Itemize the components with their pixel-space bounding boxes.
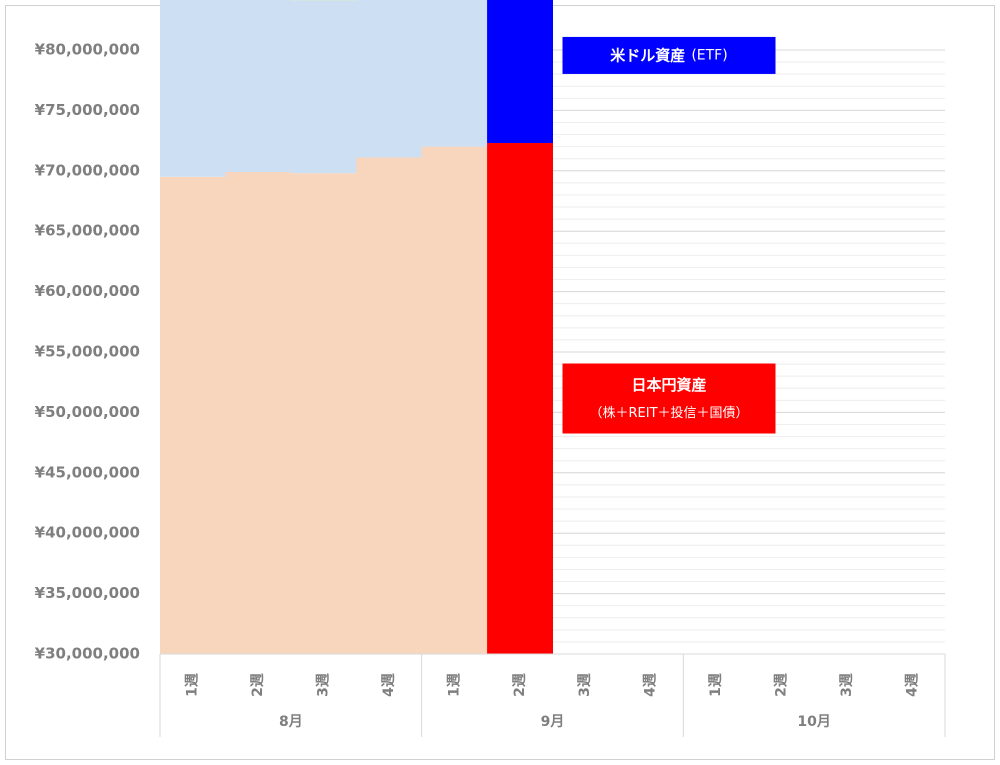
legend-box xyxy=(562,363,776,434)
y-tick-label: ¥65,000,000 xyxy=(35,222,140,240)
y-tick-label: ¥45,000,000 xyxy=(35,463,140,481)
x-tick-label: 4週 xyxy=(904,673,920,697)
legend-box xyxy=(562,36,776,74)
bar-segment xyxy=(290,173,357,654)
legend-detail: (ETF) xyxy=(691,47,727,63)
bar-segment xyxy=(160,0,226,177)
y-tick-label: ¥55,000,000 xyxy=(35,343,140,361)
y-tick-label: ¥40,000,000 xyxy=(35,524,140,542)
x-tick-label: 3週 xyxy=(839,673,855,697)
bar-segment xyxy=(421,146,488,654)
x-tick-label: 2週 xyxy=(773,673,789,697)
legend-label: 日本円資産 xyxy=(631,376,706,394)
x-tick-label: 4週 xyxy=(381,673,397,697)
x-tick-label: 1週 xyxy=(185,673,201,697)
bar-segment xyxy=(225,172,292,654)
x-tick-label: 3週 xyxy=(316,673,332,697)
legend-label: 米ドル資産 (ETF) xyxy=(610,46,727,64)
bar-segment xyxy=(356,157,423,654)
x-tick-label: 2週 xyxy=(512,673,528,697)
y-tick-label: ¥60,000,000 xyxy=(35,282,140,300)
y-tick-label: ¥35,000,000 xyxy=(35,584,140,602)
x-tick-label: 1週 xyxy=(708,673,724,697)
marks: 日本円資産（株＋REIT＋投信＋国債）米ドル資産(ETF)iDeCo現預金 xyxy=(160,0,776,655)
group-label: 10月 xyxy=(797,714,830,730)
bar-segment xyxy=(487,0,553,144)
x-tick-label: 2週 xyxy=(250,673,266,697)
group-label: 8月 xyxy=(279,714,303,730)
bar-segment xyxy=(487,143,553,655)
y-tick-label: ¥50,000,000 xyxy=(35,403,140,421)
bar-segment xyxy=(225,0,292,173)
x-tick-label: 3週 xyxy=(577,673,593,697)
legend-name: 米ドル資産 xyxy=(610,46,685,64)
bar-segment xyxy=(160,176,226,654)
bar-segment xyxy=(421,0,488,147)
y-tick-label: ¥70,000,000 xyxy=(35,161,140,179)
y-tick-label: ¥80,000,000 xyxy=(35,41,140,59)
x-tick-label: 1週 xyxy=(446,673,462,697)
y-tick-label: ¥30,000,000 xyxy=(35,645,140,663)
legend-detail: （株＋REIT＋投信＋国債） xyxy=(589,405,748,421)
x-tick-label: 4週 xyxy=(643,673,659,697)
bar-segment xyxy=(356,0,423,158)
group-label: 9月 xyxy=(541,714,565,730)
y-tick-label: ¥75,000,000 xyxy=(35,101,140,119)
bar-segment xyxy=(290,0,357,174)
axes: ¥30,000,000 ¥35,000,000 ¥40,000,000 ¥45,000… xyxy=(35,41,946,737)
